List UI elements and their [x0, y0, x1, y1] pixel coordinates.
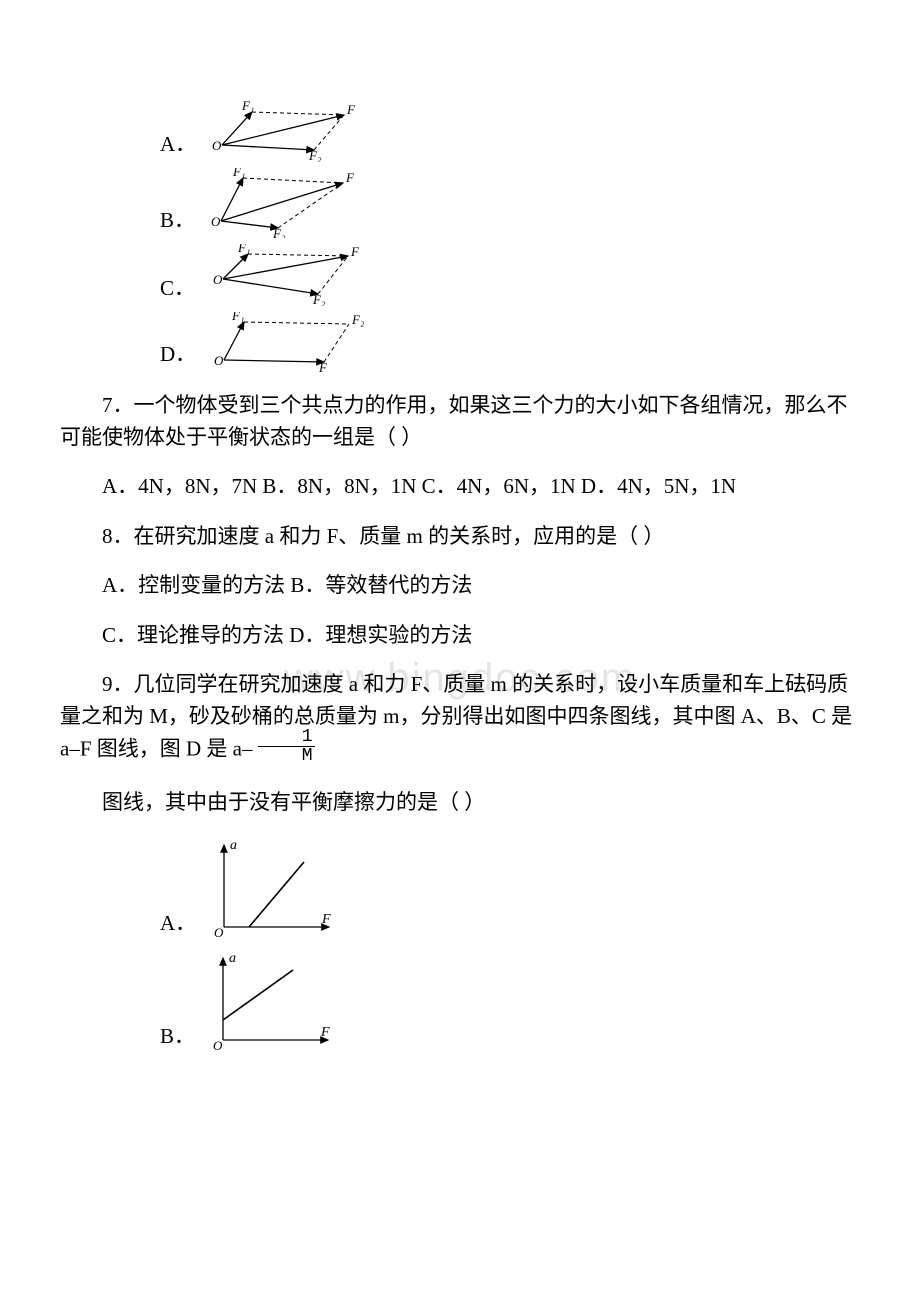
fraction: 1 M: [258, 728, 315, 765]
svg-text:O: O: [213, 272, 223, 287]
q8-line3: C．理论推导的方法 D．理想实验的方法: [60, 620, 860, 652]
parallelogram-diagram-d: O F₁ F F₂: [204, 312, 364, 372]
svg-text:F: F: [345, 170, 355, 185]
svg-text:F: F: [318, 360, 328, 372]
q9-stem-text1: 9．几位同学在研究加速度 a 和力 F、质量 m 的关系时，设小车质量和车上砝码…: [60, 672, 852, 760]
svg-text:a: a: [230, 838, 237, 853]
q9-option-b: B． a F O: [60, 950, 860, 1055]
q8-line2: A．控制变量的方法 B．等效替代的方法: [60, 570, 860, 602]
svg-text:F₂: F₂: [351, 312, 364, 327]
fraction-denominator: M: [258, 747, 315, 765]
q8-stem: 8．在研究加速度 a 和力 F、质量 m 的关系时，应用的是（ ）: [60, 521, 860, 553]
graph-a: a F O: [204, 837, 339, 942]
svg-text:F₂: F₂: [308, 148, 322, 162]
option-label: D．: [160, 339, 196, 373]
svg-text:F₁: F₁: [241, 100, 254, 113]
svg-text:a: a: [229, 951, 236, 966]
q9-stem: 9．几位同学在研究加速度 a 和力 F、质量 m 的关系时，设小车质量和车上砝码…: [60, 669, 860, 769]
svg-text:O: O: [211, 214, 221, 229]
svg-text:F: F: [321, 912, 331, 927]
svg-text:O: O: [213, 1038, 223, 1053]
svg-text:O: O: [214, 925, 224, 940]
svg-text:F: F: [346, 102, 356, 117]
option-label: B．: [160, 205, 195, 239]
svg-text:O: O: [212, 138, 222, 153]
svg-text:O: O: [214, 353, 224, 368]
fraction-numerator: 1: [258, 728, 315, 747]
option-label: A．: [160, 129, 196, 163]
q7-choices: A．4N，8N，7N B．8N，8N，1N C．4N，6N，1N D．4N，5N…: [60, 471, 860, 503]
parallelogram-diagram-b: O F₁ F₂ F: [203, 168, 358, 238]
q6-option-b: B． O F₁ F₂ F: [60, 168, 860, 238]
option-label: C．: [160, 273, 195, 307]
graph-b: a F O: [203, 950, 338, 1055]
svg-text:F: F: [320, 1025, 330, 1040]
svg-text:F₁: F₁: [237, 244, 250, 255]
parallelogram-diagram-c: O F₁ F₂ F: [203, 244, 363, 306]
svg-text:F₁: F₁: [232, 168, 245, 179]
q7-stem: 7．一个物体受到三个共点力的作用，如果这三个力的大小如下各组情况，那么不可能使物…: [60, 390, 860, 453]
q6-option-a: A． O F₁ F₂ F: [60, 100, 860, 162]
q9-option-a: A． a F O: [60, 837, 860, 942]
svg-text:F: F: [350, 244, 360, 259]
svg-text:F₁: F₁: [231, 312, 244, 323]
page-content: A． O F₁ F₂ F B． O F₁ F: [60, 100, 860, 1055]
q6-option-d: D． O F₁ F F₂: [60, 312, 860, 372]
q9-stem2: 图线，其中由于没有平衡摩擦力的是（ ）: [60, 787, 860, 819]
q6-option-c: C． O F₁ F₂ F: [60, 244, 860, 306]
option-label: A．: [160, 908, 196, 942]
svg-text:F₂: F₂: [312, 292, 326, 306]
option-label: B．: [160, 1021, 195, 1055]
parallelogram-diagram-a: O F₁ F₂ F: [204, 100, 359, 162]
